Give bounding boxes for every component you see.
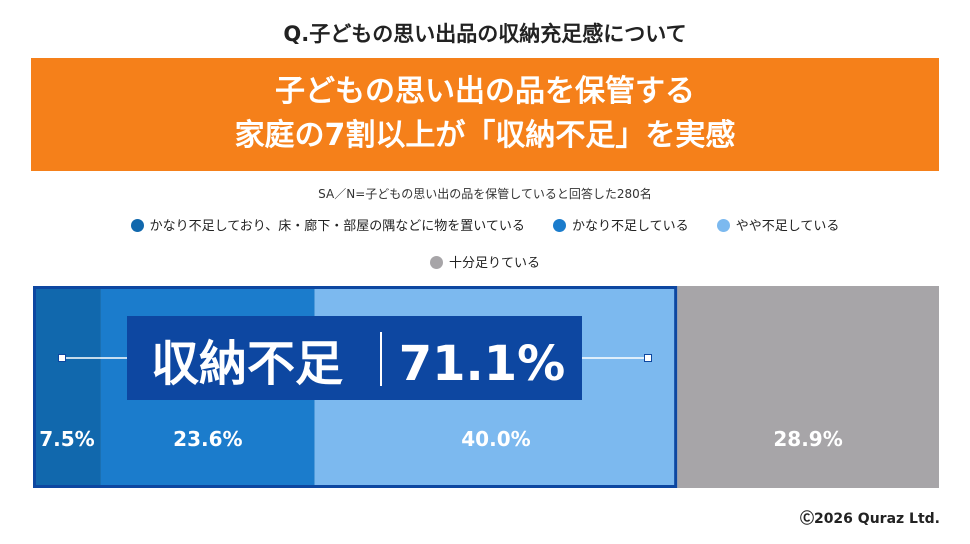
headline-banner: 子どもの思い出の品を保管する 家庭の7割以上が「収納不足」を実感 xyxy=(31,58,939,171)
callout-label: 収納不足 xyxy=(151,336,343,392)
legend-dot-slight-shortage xyxy=(716,219,730,232)
value-label-2: 23.6% xyxy=(173,427,242,451)
legend-item-severe-shortage: かなり不足しており、床・廊下・部屋の隅などに物を置いている xyxy=(130,215,525,234)
legend-item-slight-shortage: やや不足している xyxy=(716,215,840,234)
bracket-marker-left xyxy=(58,354,66,362)
legend-item-sufficient: 十分足りている xyxy=(429,252,540,271)
headline-line-2: 家庭の7割以上が「収納不足」を実感 xyxy=(234,118,736,153)
value-label-4: 28.9% xyxy=(773,427,842,451)
callout-box xyxy=(127,316,582,400)
sample-note: SA／N=子どもの思い出の品を保管していると回答した280名 xyxy=(318,187,652,201)
legend-label-slight-shortage: やや不足している xyxy=(735,219,840,234)
legend-label-severe-shortage: かなり不足しており、床・廊下・部屋の隅などに物を置いている xyxy=(149,219,525,234)
bar-segment-1 xyxy=(33,286,101,488)
question-title: Q.子どもの思い出品の収納充足感について xyxy=(283,22,687,46)
legend-label-sufficient: 十分足りている xyxy=(448,256,540,271)
callout-value: 71.1% xyxy=(399,336,566,392)
bar-segment-4 xyxy=(677,286,939,488)
legend-dot-sufficient xyxy=(429,256,443,269)
legend-row-2: 十分足りている xyxy=(0,252,970,271)
legend-item-shortage: かなり不足している xyxy=(553,215,689,234)
copyright: Ⓒ2026 Quraz Ltd. xyxy=(799,511,940,527)
headline-line-1: 子どもの思い出の品を保管する xyxy=(275,74,695,109)
legend-label-shortage: かなり不足している xyxy=(572,219,689,234)
value-label-1: 7.5% xyxy=(39,427,94,451)
value-label-3: 40.0% xyxy=(461,427,530,451)
highlight-frame xyxy=(33,286,678,488)
legend-dot-shortage xyxy=(553,219,567,232)
legend-dot-severe-shortage xyxy=(130,219,144,232)
bracket-marker-right xyxy=(644,354,652,362)
legend-row-1: かなり不足しており、床・廊下・部屋の隅などに物を置いている かなり不足している … xyxy=(0,215,970,234)
